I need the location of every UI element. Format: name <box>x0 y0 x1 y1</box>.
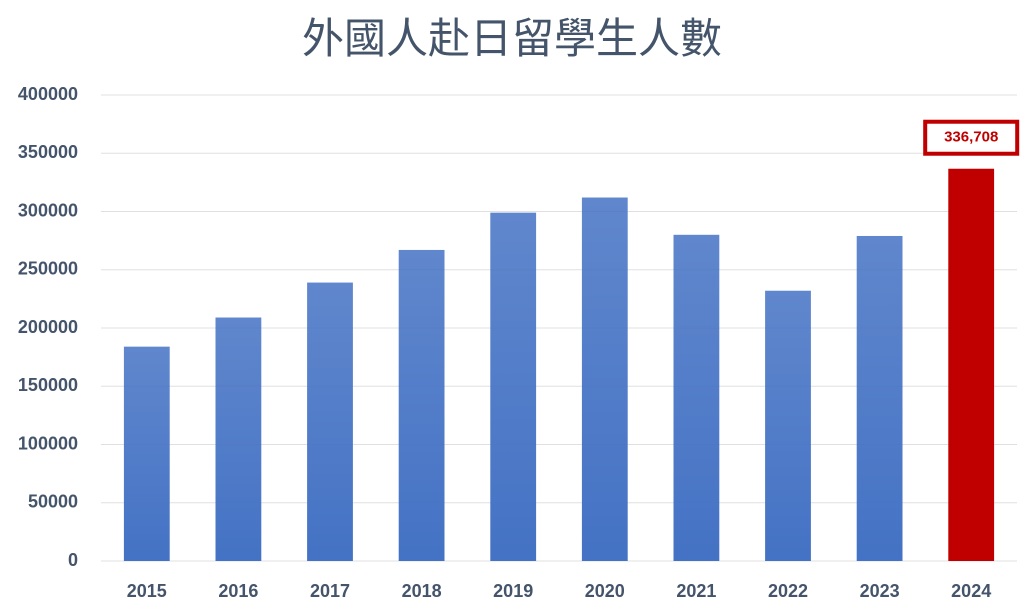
y-tick-label: 100000 <box>18 433 78 453</box>
bar <box>398 249 445 561</box>
bar <box>948 168 995 562</box>
y-tick-label: 50000 <box>28 492 78 512</box>
y-tick-label: 300000 <box>18 200 78 220</box>
value-label-box <box>923 119 1020 156</box>
x-tick-label: 2021 <box>676 581 716 601</box>
chart-title: 外國人赴日留學生人數 <box>302 14 722 63</box>
x-tick-label: 2022 <box>768 581 808 601</box>
y-tick-label: 150000 <box>18 375 78 395</box>
bar <box>490 212 537 562</box>
x-tick-label: 2020 <box>585 581 625 601</box>
bar <box>581 197 628 561</box>
x-tick-label: 2018 <box>402 581 442 601</box>
value-label: 336,708 <box>944 129 998 146</box>
x-tick-label: 2023 <box>860 581 900 601</box>
x-tick-label: 2016 <box>218 581 258 601</box>
x-tick-label: 2017 <box>310 581 350 601</box>
y-tick-label: 200000 <box>18 317 78 337</box>
x-tick-label: 2015 <box>127 581 167 601</box>
bar <box>856 235 903 561</box>
bar <box>673 234 720 562</box>
x-tick-label: 2024 <box>951 581 991 601</box>
bar <box>123 346 170 561</box>
x-tick-label: 2019 <box>493 581 533 601</box>
bar <box>307 282 353 561</box>
bar <box>765 290 811 561</box>
y-tick-label: 250000 <box>18 259 78 279</box>
y-tick-label: 350000 <box>18 142 78 162</box>
y-tick-label: 0 <box>68 550 78 570</box>
y-tick-label: 400000 <box>18 84 78 104</box>
bar <box>215 317 262 561</box>
